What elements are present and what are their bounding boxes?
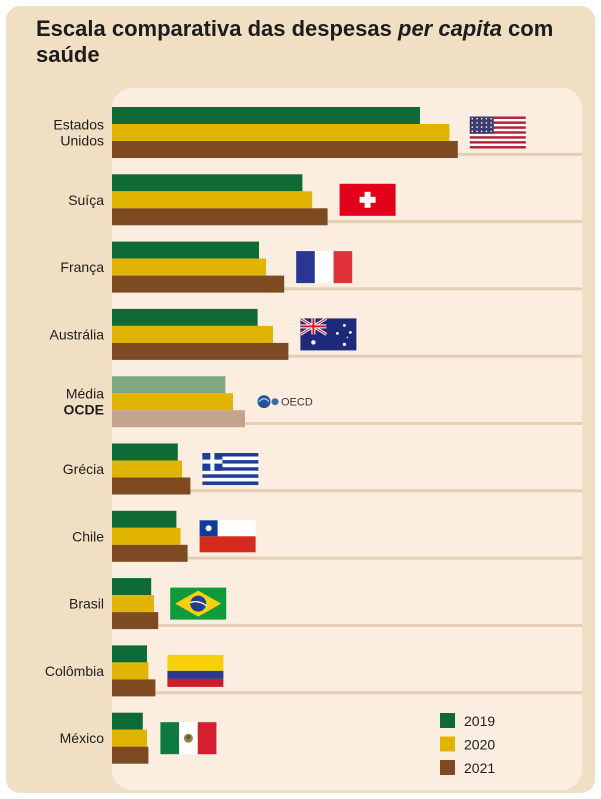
bar-2021-4 xyxy=(112,342,289,360)
row-separator xyxy=(112,556,582,560)
bar-2019-10 xyxy=(112,712,143,730)
row-9: Colômbia xyxy=(45,645,224,697)
bar-2021-8 xyxy=(112,612,159,630)
bar-2021-5 xyxy=(112,410,245,428)
bar-2019-1 xyxy=(112,107,420,124)
row-separator xyxy=(112,354,582,358)
bar-2020-1 xyxy=(112,124,450,141)
bar-2020-5 xyxy=(112,393,233,411)
category-label: França xyxy=(60,259,104,275)
legend-swatch-2020 xyxy=(440,736,455,752)
category-label: Grécia xyxy=(63,461,104,477)
row-separator xyxy=(112,623,582,627)
category-label: Média xyxy=(66,386,104,402)
bar-2020-2 xyxy=(112,191,313,209)
row-7: Chile xyxy=(72,510,256,562)
category-label: Brasil xyxy=(69,596,104,612)
australia-flag-icon xyxy=(299,317,357,351)
bar-2021-7 xyxy=(112,544,188,562)
category-label: Colômbia xyxy=(45,663,104,679)
category-label: Unidos xyxy=(60,133,104,149)
title-part-1: per capita xyxy=(398,16,502,41)
bar-2019-3 xyxy=(112,241,259,259)
bar-2019-9 xyxy=(112,645,147,663)
legend: 2019 2020 2021 xyxy=(440,713,495,776)
greece-flag-icon xyxy=(202,453,259,485)
category-label: OCDE xyxy=(64,402,104,418)
bar-2021-3 xyxy=(112,275,285,293)
bar-2019-8 xyxy=(112,578,152,596)
category-label: Austrália xyxy=(50,326,105,342)
category-label: Chile xyxy=(72,528,104,544)
switzerland-flag-icon xyxy=(339,183,396,216)
bar-2020-6 xyxy=(112,460,182,478)
chile-flag-icon xyxy=(199,520,256,553)
bar-2019-7 xyxy=(112,510,177,528)
chart-title: Escala comparativa das despesas per capi… xyxy=(36,16,576,68)
row-8: Brasil xyxy=(69,578,227,630)
bar-2020-8 xyxy=(112,595,154,613)
bar-2020-10 xyxy=(112,729,147,747)
bar-2019-5 xyxy=(112,376,226,394)
legend-swatch-2019 xyxy=(440,713,455,728)
bar-2020-9 xyxy=(112,662,149,680)
row-2: Suíça xyxy=(68,174,396,226)
oecd-logo-icon: OECD xyxy=(257,395,313,409)
row-separator xyxy=(112,287,582,291)
bar-2021-6 xyxy=(112,477,191,495)
mexico-flag-icon xyxy=(160,722,217,755)
category-label: Estados xyxy=(53,117,104,133)
row-6: Grécia xyxy=(63,443,259,495)
row-4: Austrália xyxy=(50,308,357,360)
legend-swatch-2021 xyxy=(440,760,455,775)
bar-2019-4 xyxy=(112,308,258,326)
row-separator xyxy=(112,691,582,695)
bar-2020-4 xyxy=(112,325,273,343)
row-separator xyxy=(112,489,582,493)
usa-flag-icon xyxy=(469,116,526,149)
bar-2020-3 xyxy=(112,258,266,276)
bar-2019-6 xyxy=(112,443,178,461)
row-10: México xyxy=(60,712,217,764)
bar-2021-9 xyxy=(112,679,156,697)
bar-2021-1 xyxy=(112,141,458,158)
colombia-flag-icon xyxy=(167,654,224,687)
bar-2019-2 xyxy=(112,174,303,192)
legend-label-2019: 2019 xyxy=(464,713,495,729)
title-part-0: Escala comparativa das despesas xyxy=(36,16,398,41)
legend-label-2021: 2021 xyxy=(464,760,495,776)
category-label: Suíça xyxy=(68,192,104,208)
category-label: México xyxy=(60,730,105,746)
france-flag-icon xyxy=(296,251,353,284)
bar-2021-2 xyxy=(112,208,328,226)
bar-2020-7 xyxy=(112,527,181,545)
row-3: França xyxy=(60,241,353,293)
brazil-flag-icon xyxy=(170,587,227,620)
bar-2021-10 xyxy=(112,746,149,764)
row-separator xyxy=(112,422,582,425)
legend-label-2020: 2020 xyxy=(464,737,495,753)
title-part-2: com saúde xyxy=(36,16,554,67)
row-separator xyxy=(112,220,582,224)
oecd-logo-text: OECD xyxy=(281,397,313,409)
